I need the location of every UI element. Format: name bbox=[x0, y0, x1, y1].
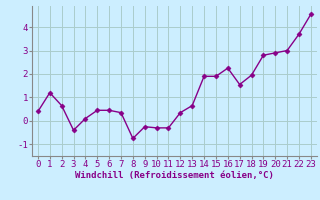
X-axis label: Windchill (Refroidissement éolien,°C): Windchill (Refroidissement éolien,°C) bbox=[75, 171, 274, 180]
